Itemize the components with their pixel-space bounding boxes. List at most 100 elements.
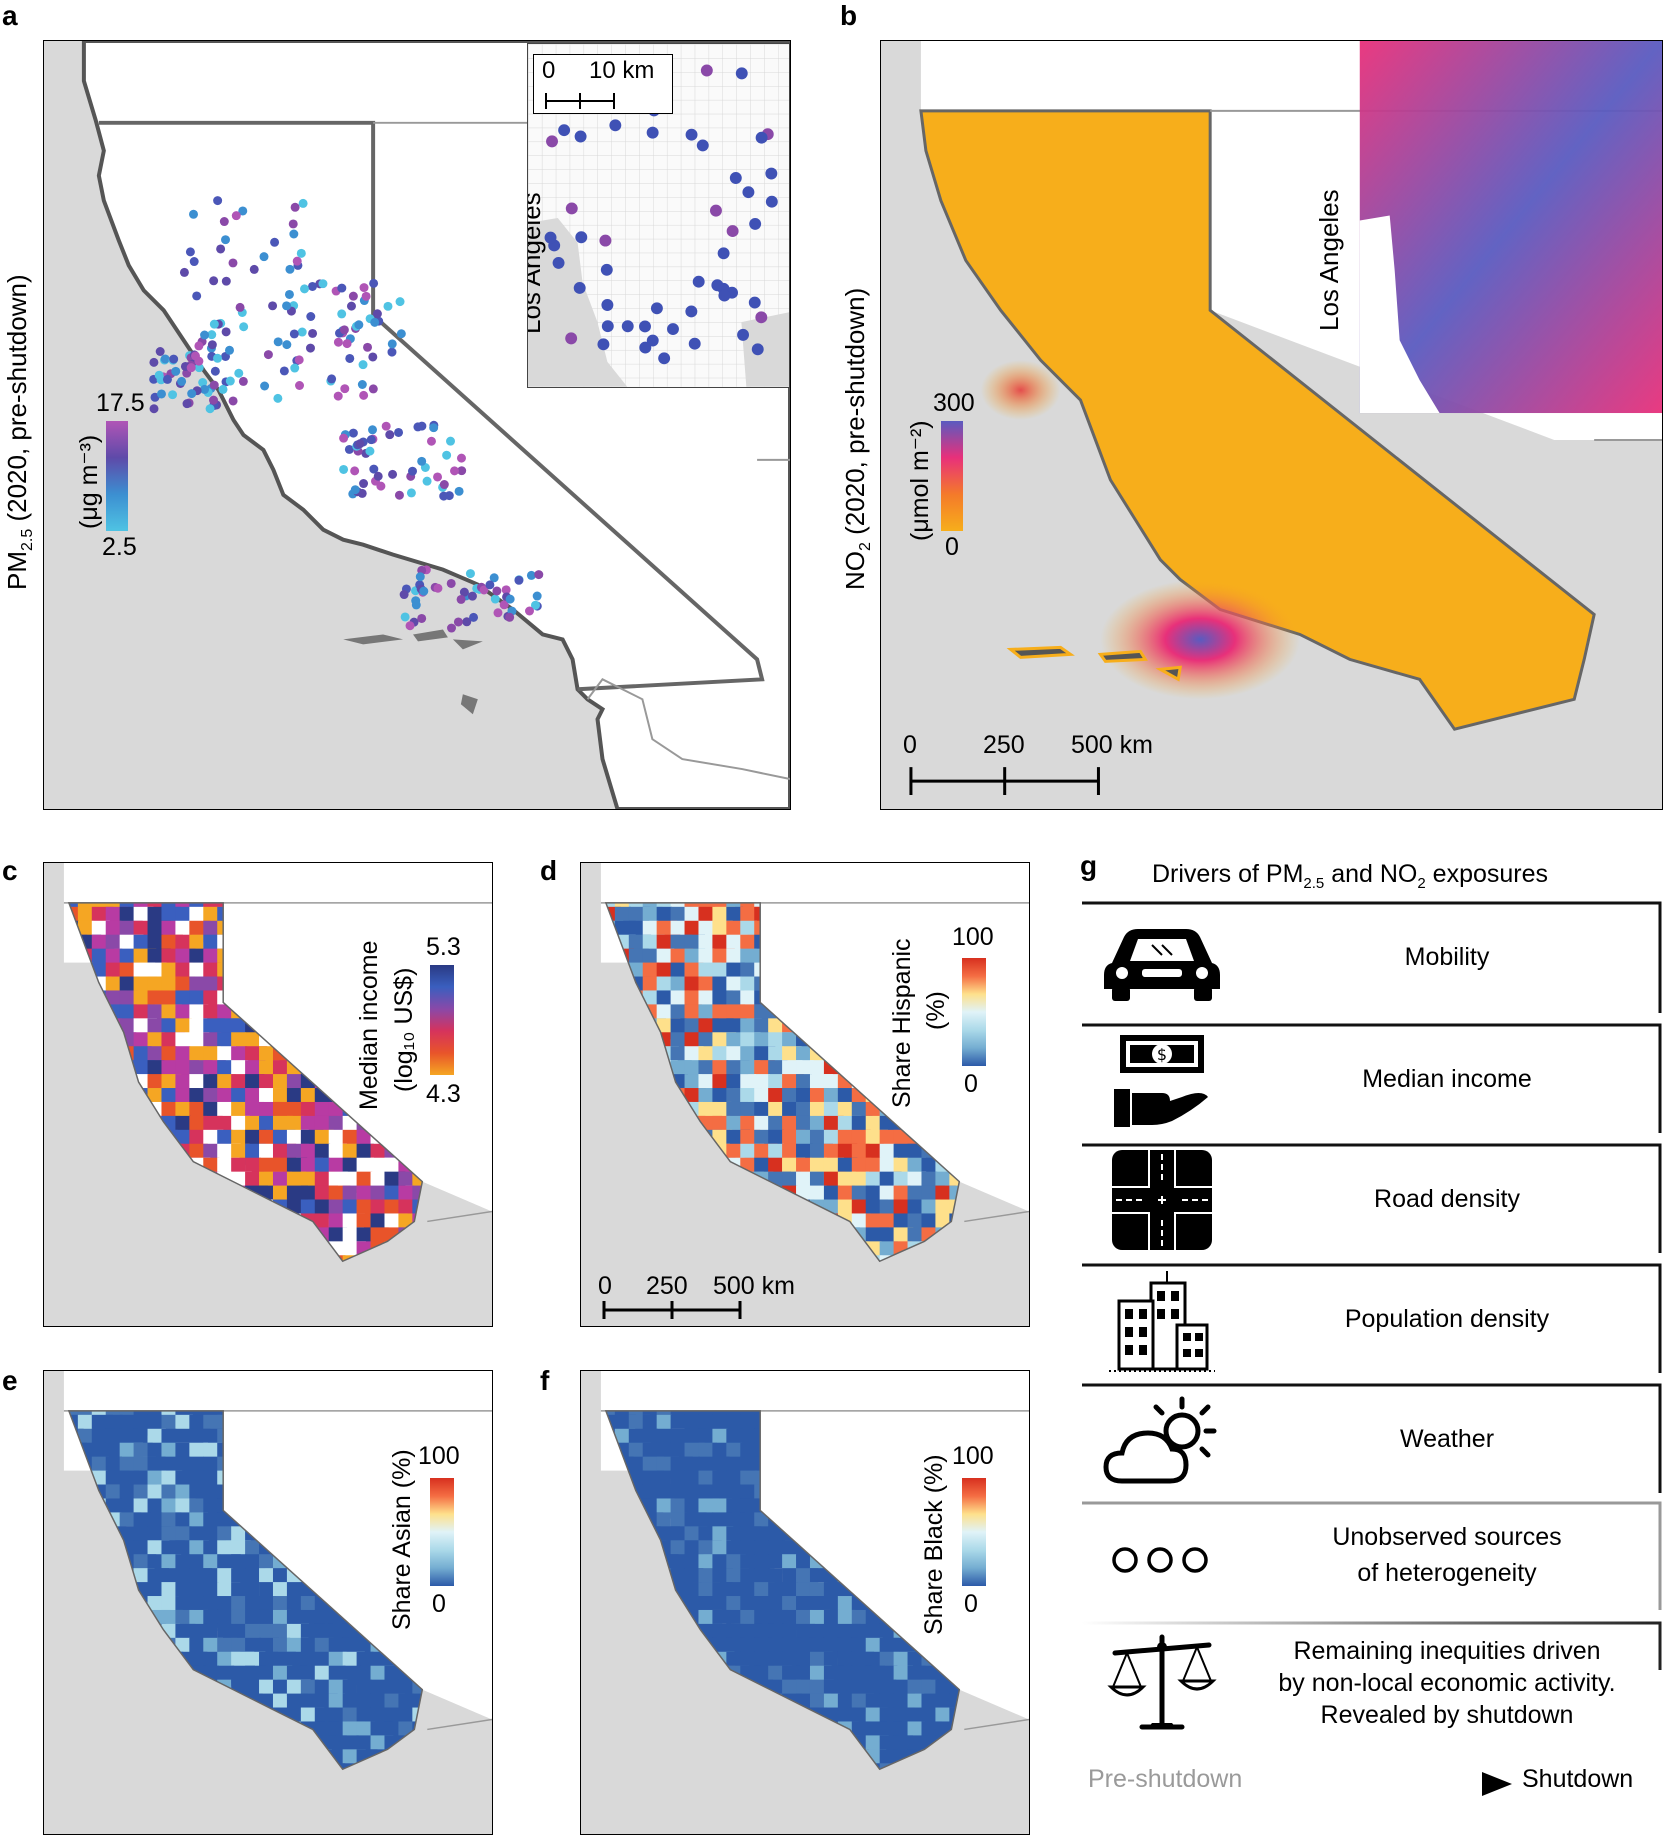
pm-site-dot [505, 612, 515, 622]
pm-site-dot [394, 427, 404, 437]
three-circles-icon [1112, 1547, 1208, 1573]
inset-site-dot [717, 247, 730, 260]
inset-site-dot [742, 186, 755, 199]
inset-site-dot [565, 332, 578, 345]
pm-site-dot [270, 237, 280, 247]
pm-site-dot [279, 366, 289, 376]
pm-site-dot [284, 289, 294, 299]
panel-b-letter: b [840, 0, 858, 31]
inset-site-dot [749, 217, 762, 230]
pm-site-dot [218, 384, 228, 394]
inset-site-dot [546, 135, 558, 148]
pm-site-dot [395, 297, 405, 307]
pm-site-dot [433, 472, 443, 482]
pm-site-dot [189, 257, 199, 267]
pm-site-dot [169, 354, 179, 364]
pm-site-dot [209, 395, 219, 405]
inset-site-dot [601, 299, 614, 311]
driver-label-unobserved-2: of heterogeneity [1357, 1559, 1537, 1587]
f-legend-title: Share Black (%) [920, 1454, 948, 1635]
inset-site-dot [597, 338, 610, 351]
pm-site-dot [368, 425, 378, 435]
inset-site-dot [696, 139, 709, 152]
pm-site-dot [479, 585, 489, 595]
shutdown-arrow [1282, 1772, 1512, 1796]
pm-site-dot [260, 381, 270, 391]
driver-label-mobility: Mobility [1404, 943, 1490, 971]
f-legend-max: 100 [952, 1442, 994, 1470]
pm-site-dot [385, 430, 395, 440]
pm-site-dot [405, 621, 415, 631]
pm-site-dot [388, 469, 398, 479]
pm-site-dot [344, 444, 354, 454]
inset-site-dot [552, 256, 565, 269]
pm-site-dot [462, 617, 472, 627]
pm-site-dot [149, 357, 159, 367]
pm-site-dot [273, 393, 283, 403]
pm-site-dot [350, 485, 360, 495]
pm-site-dot [346, 301, 356, 311]
e-legend-min: 0 [432, 1590, 446, 1618]
inset-site-dot [646, 126, 659, 139]
driver-row-population: Population density [1082, 1265, 1664, 1380]
pm-site-dot [295, 381, 305, 390]
pm-site-dot [373, 471, 383, 481]
d-legend-min: 0 [964, 1070, 978, 1098]
pm-site-dot [447, 623, 456, 633]
panel-d-letter: d [540, 855, 558, 886]
pm-site-dot [194, 341, 204, 351]
pm-site-dot [306, 312, 316, 321]
inset-scale-label: 10 km [589, 57, 655, 84]
inset-site-dot [650, 302, 663, 315]
inset-site-dot [558, 124, 571, 137]
pm-site-dot [354, 320, 364, 330]
map-f-svg [600, 1371, 1029, 1771]
d-scale-tick-250: 250 [646, 1272, 688, 1300]
pm-legend-bar [106, 421, 128, 531]
pm-site-dot [221, 235, 231, 245]
no2-legend-bar [941, 421, 963, 531]
inset-site-dot [765, 167, 778, 180]
pm-site-dot [348, 291, 358, 301]
pm-site-dot [492, 586, 502, 596]
pm-site-dot [366, 435, 376, 445]
pm-site-dot [417, 456, 427, 466]
pm-site-dot [394, 490, 404, 500]
driver-row-inequities: Remaining inequities driven by non-local… [1082, 1625, 1664, 1740]
cloud-sun-icon [1103, 1396, 1217, 1484]
pm-site-dot [162, 374, 172, 384]
pm-site-dot [200, 384, 210, 394]
pm-site-dot [296, 248, 306, 258]
pm-site-dot [450, 466, 459, 476]
driver-row-weather: Weather [1082, 1385, 1664, 1500]
pm-site-dot [185, 247, 195, 257]
inset-site-dot [574, 130, 587, 143]
pm-site-dot [209, 276, 219, 286]
inset-scale-box: 0 10 km [533, 54, 673, 114]
inset-site-dot [692, 275, 705, 288]
d-legend-bar [962, 958, 986, 1066]
pm-site-dot [216, 244, 226, 254]
inset-site-dot [685, 305, 698, 318]
pm-site-dot [288, 219, 298, 229]
panel-a-map: 0 10 km Los Angeles 17.5 2.5 (μg m⁻³) [43, 40, 791, 810]
car-icon [1104, 929, 1220, 1001]
pm-legend-unit: (μg m⁻³) [75, 434, 103, 529]
no2-legend-unit: (μmol m⁻²) [906, 420, 934, 541]
driver-row-income: $ Median income [1082, 1025, 1664, 1140]
pm-site-dot [156, 389, 166, 399]
inset-site-dot [718, 289, 731, 302]
b-scale-tick-500: 500 km [1071, 731, 1153, 759]
inset-site-dot [667, 323, 679, 335]
pm-site-dot [505, 594, 515, 604]
panel-f-map [580, 1370, 1030, 1835]
pm-site-dot [532, 591, 542, 601]
pm-site-dot [259, 252, 269, 262]
inset-site-dot [639, 341, 652, 354]
pm-legend-min: 2.5 [102, 533, 137, 561]
pm-site-dot [419, 586, 429, 596]
panel-a-inset: 0 10 km Los Angeles [527, 43, 790, 388]
driver-label-unobserved-1: Unobserved sources [1332, 1523, 1562, 1551]
pm-site-dot [363, 342, 373, 352]
pm-site-dot [333, 391, 343, 401]
